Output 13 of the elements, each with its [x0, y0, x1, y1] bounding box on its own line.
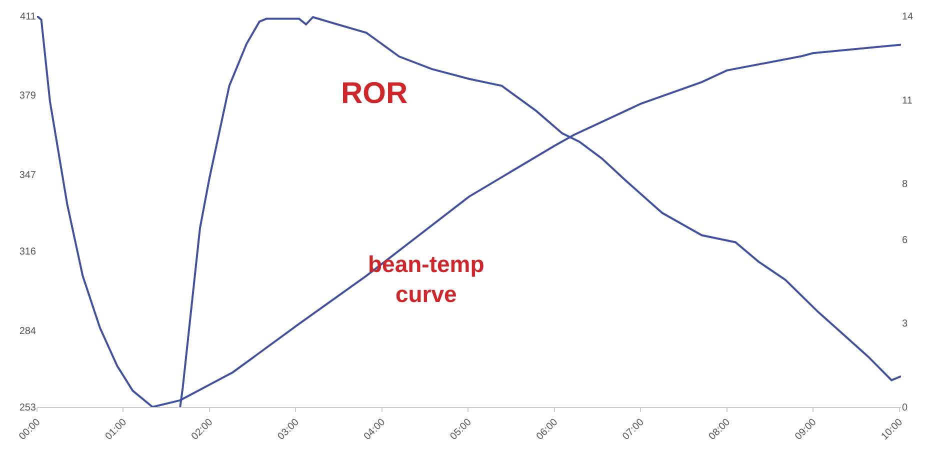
y2-tick-label: 14 [902, 12, 914, 22]
y2-tick-label: 11 [902, 95, 913, 106]
y2-tick-label: 0 [902, 402, 908, 414]
annotation: ROR [341, 77, 408, 110]
y2-tick-label: 6 [902, 234, 908, 246]
y-tick-label: 347 [19, 170, 36, 181]
y-tick-label: 284 [19, 326, 36, 337]
y2-tick-label: 8 [902, 179, 908, 190]
y-tick-label: 253 [19, 402, 36, 414]
y-tick-label: 411 [20, 12, 36, 22]
y2-tick-label: 3 [902, 318, 908, 330]
y-tick-label: 379 [19, 90, 36, 102]
y-tick-label: 316 [19, 246, 36, 258]
